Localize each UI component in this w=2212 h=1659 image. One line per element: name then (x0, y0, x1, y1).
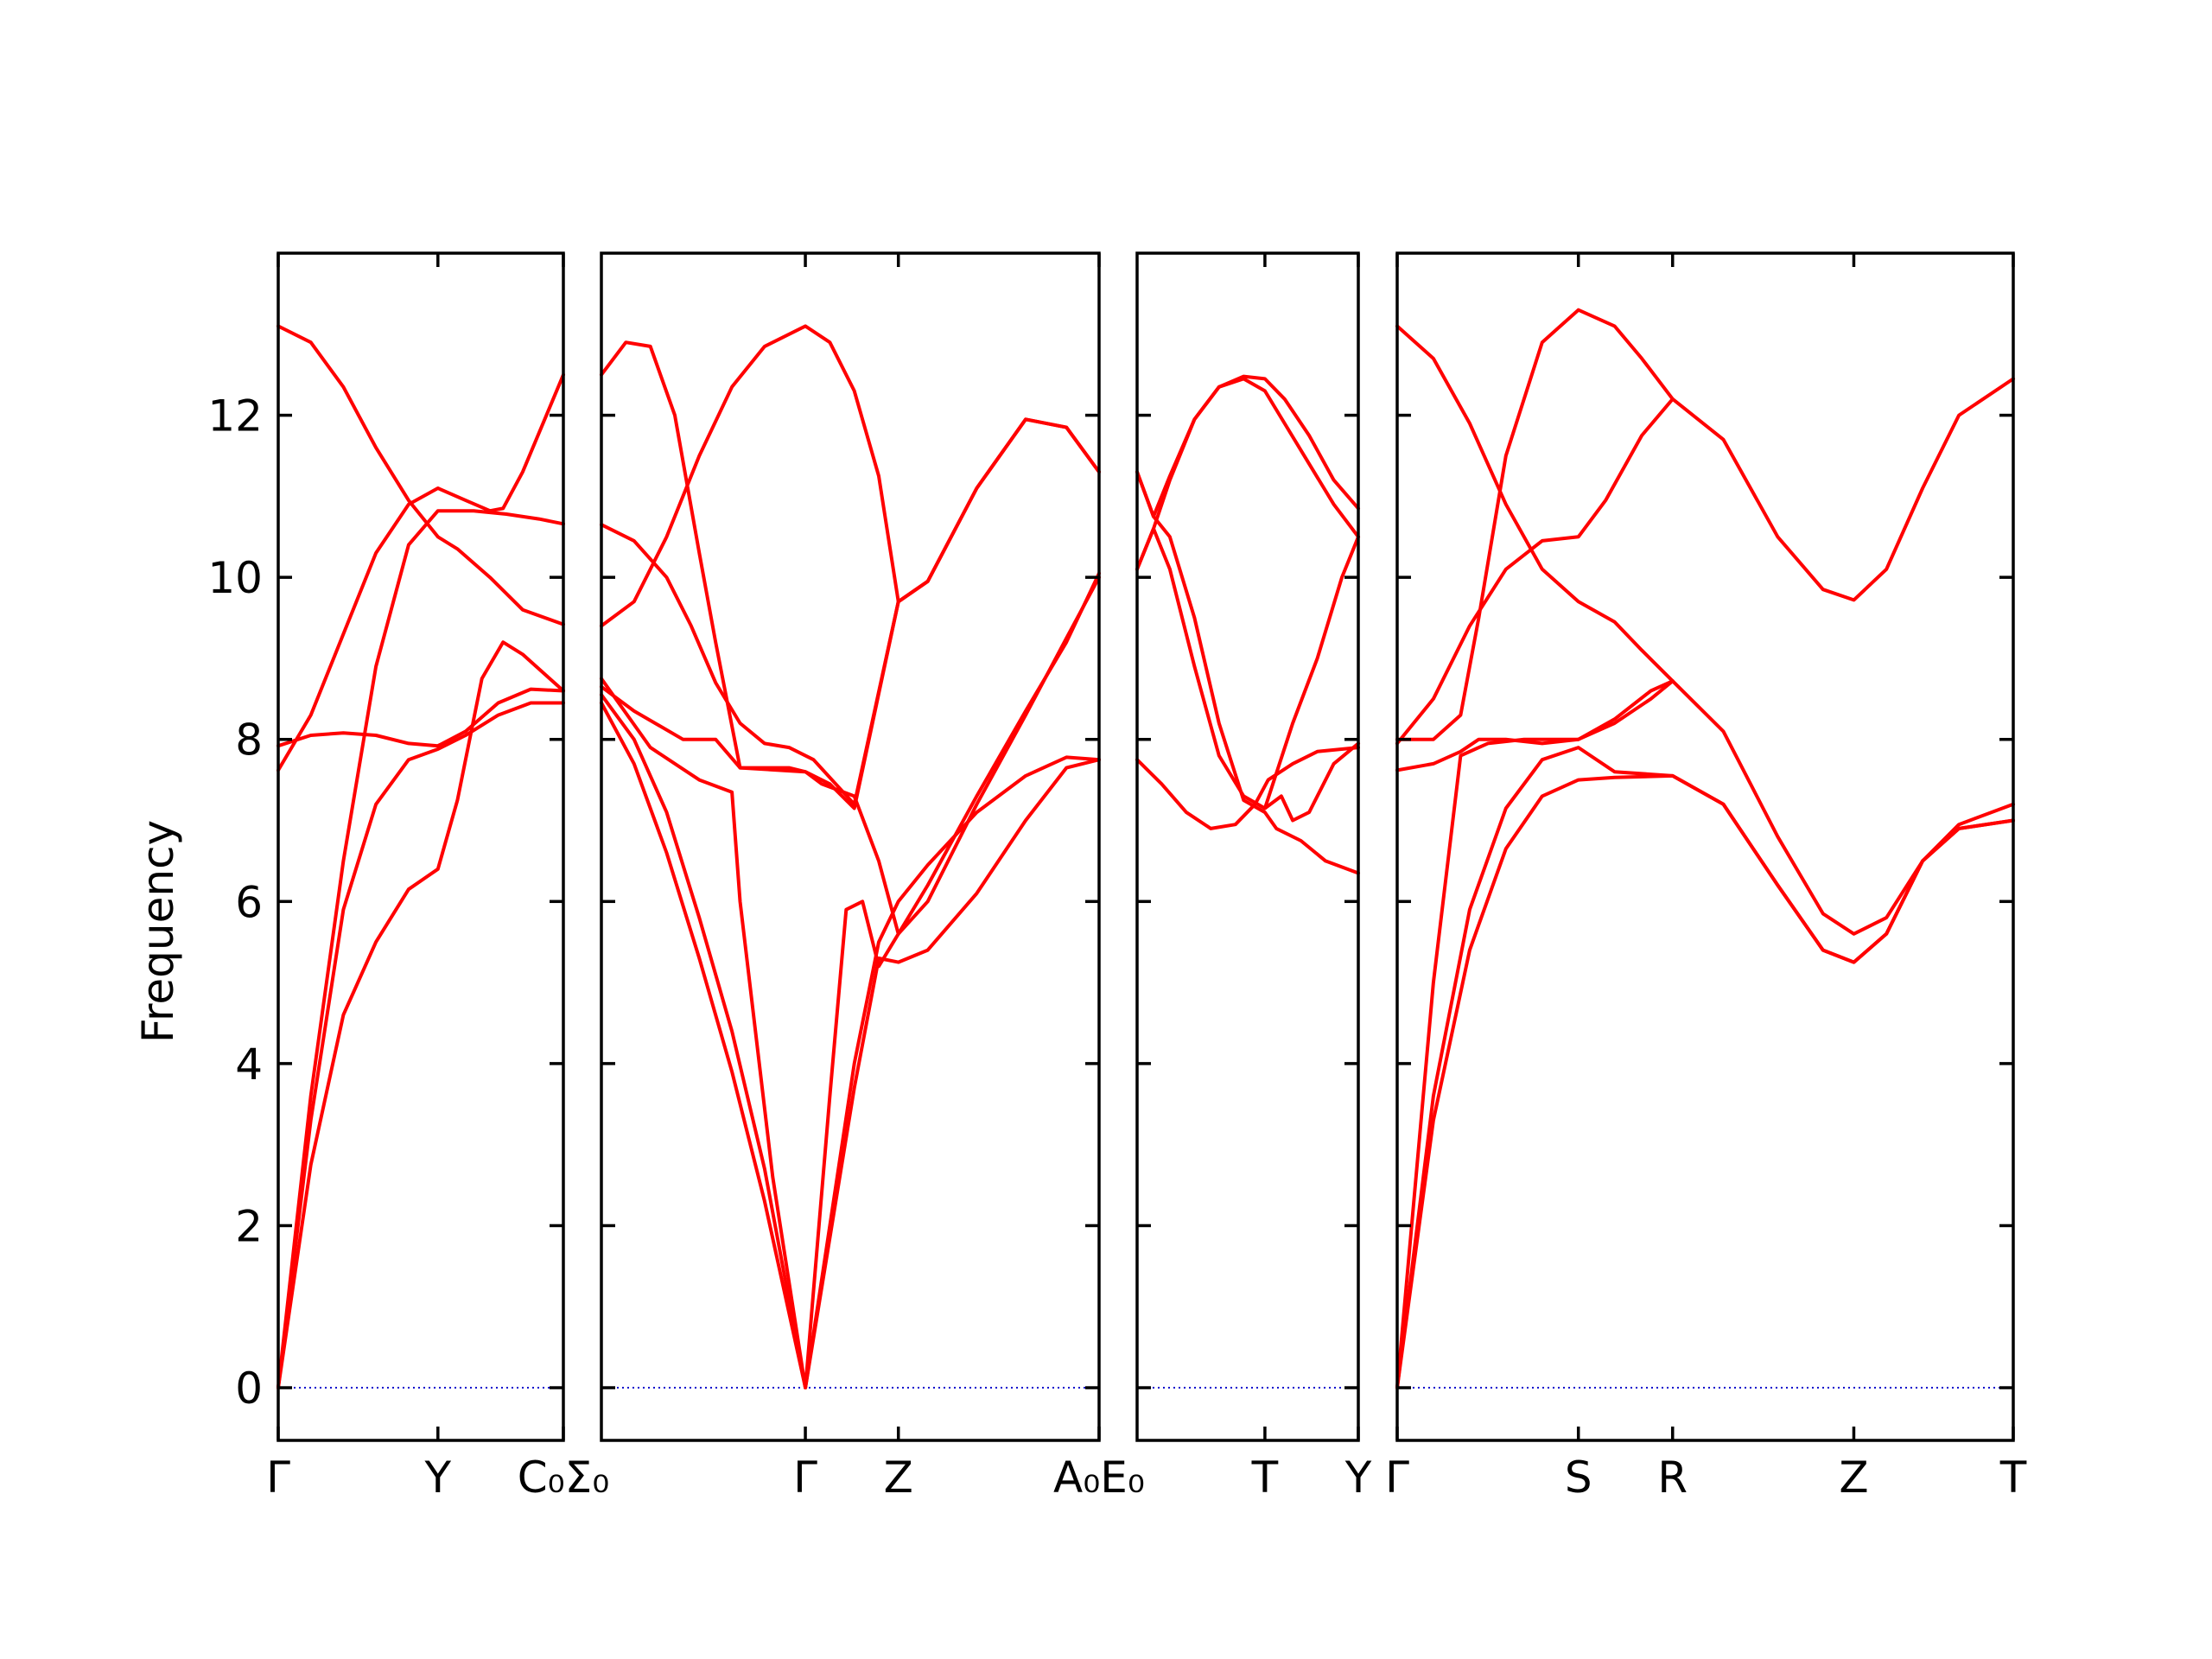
x-tick-label: Γ (266, 1452, 290, 1503)
band-line-1-1 (276, 701, 565, 1389)
band-line-3-4 (1135, 374, 1360, 571)
panel-frame (1395, 251, 2015, 1442)
band-line-3-1 (1135, 746, 1360, 830)
panel-1: Γ Y C₀Σ₀ 0 2 4 6 8 10 12 (207, 251, 610, 1503)
band-line-1-6 (276, 324, 565, 626)
y-tick-label: 10 (207, 553, 263, 603)
x-tick-label: A₀E₀ (1053, 1452, 1145, 1503)
x-tick-label: Z (1839, 1452, 1868, 1503)
y-tick-label: 2 (235, 1201, 263, 1251)
band-line-2-1 (600, 701, 1101, 1389)
y-tick-label: 4 (235, 1039, 263, 1090)
band-line-4-7 (1395, 324, 1675, 683)
band-line-2-7 (600, 324, 900, 628)
x-tick-label: T (1251, 1452, 1279, 1503)
x-tick-label: Γ (1385, 1452, 1409, 1503)
band-line-3-3 (1135, 470, 1360, 875)
panel-2: Γ Z A₀E₀ (600, 251, 1145, 1503)
band-line-1-2 (276, 640, 565, 1389)
band-line-4-4 (1395, 679, 1675, 1389)
band-line-4-2 (1395, 746, 2015, 1389)
y-tick-label: 12 (207, 391, 263, 442)
x-tick-label: Γ (793, 1452, 817, 1503)
panel-frame (276, 251, 565, 1442)
band-line-3-5 (1135, 377, 1360, 539)
band-line-1-3 (276, 687, 565, 748)
x-tick-label: S (1565, 1452, 1592, 1503)
band-line-1-5 (276, 509, 565, 1389)
band-line-2-2 (600, 693, 1101, 1389)
band-line-1-4 (276, 372, 565, 772)
y-tick-label: 8 (235, 715, 263, 766)
x-tick-label: T (1999, 1452, 2027, 1503)
panel-frame (1135, 251, 1360, 1442)
band-line-4-6 (1395, 308, 1675, 741)
band-line-2-6 (600, 340, 1101, 810)
band-line-2-3 (600, 571, 1101, 1389)
x-tick-label: Y (1344, 1452, 1372, 1503)
x-tick-label: Z (884, 1452, 913, 1503)
band-line-3-2 (1135, 526, 1360, 823)
x-tick-label: R (1657, 1452, 1688, 1503)
band-line-3-6 (1262, 535, 1360, 810)
y-axis-title: Frequency (133, 820, 183, 1043)
y-tick-label: 6 (235, 877, 263, 927)
panel-frame (600, 251, 1101, 1442)
y-tick-label: 0 (235, 1363, 263, 1414)
x-tick-label: C₀Σ₀ (518, 1452, 610, 1503)
x-tick-label: Y (424, 1452, 452, 1503)
band-line-4-3 (1395, 679, 2015, 936)
